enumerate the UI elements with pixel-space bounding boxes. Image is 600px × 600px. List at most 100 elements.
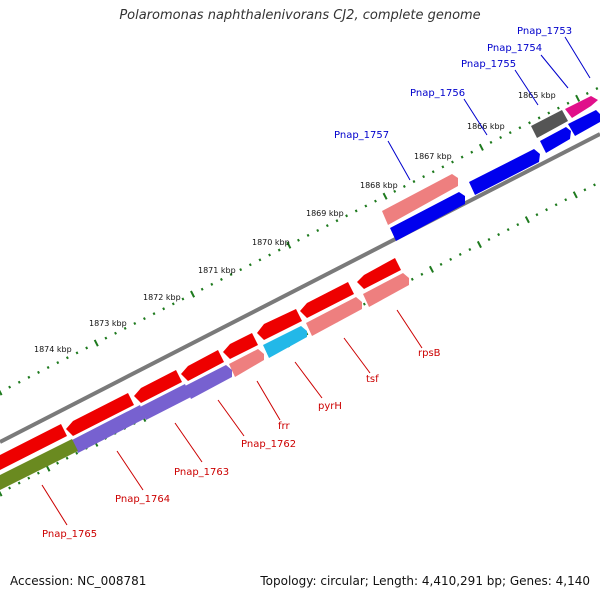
minor-tick — [325, 224, 329, 228]
gene-feature[interactable] — [390, 192, 465, 241]
gene-feature[interactable] — [363, 273, 409, 307]
gene-feature[interactable] — [229, 349, 264, 377]
minor-tick — [133, 321, 137, 326]
minor-tick — [123, 326, 127, 330]
gene-feature[interactable] — [357, 258, 401, 289]
minor-tick — [470, 150, 474, 154]
gene-feature[interactable] — [469, 149, 540, 195]
minor-tick — [17, 481, 21, 485]
minor-tick — [36, 471, 40, 475]
gene-label: Pnap_1753 — [517, 26, 572, 37]
callout-line — [343, 337, 371, 374]
minor-tick — [528, 121, 531, 125]
callout-line — [217, 399, 245, 437]
callout-line — [540, 54, 569, 89]
kbp-label: 1871 kbp — [198, 266, 236, 275]
minor-tick — [593, 183, 596, 187]
minor-tick — [518, 126, 522, 130]
minor-tick — [27, 476, 31, 480]
gene-feature[interactable] — [568, 110, 600, 136]
minor-tick — [56, 361, 60, 365]
minor-tick — [489, 140, 493, 144]
minor-tick — [75, 451, 79, 455]
callout-line — [387, 140, 411, 181]
gene-label: Pnap_1754 — [487, 43, 542, 54]
gene-label: Pnap_1763 — [174, 467, 229, 478]
major-tick — [382, 192, 388, 200]
minor-tick — [595, 87, 599, 91]
minor-tick — [497, 233, 501, 237]
minor-tick — [239, 268, 243, 272]
gene-label: Pnap_1757 — [334, 130, 389, 141]
minor-tick — [451, 160, 454, 164]
gene-feature[interactable] — [134, 370, 182, 403]
minor-tick — [104, 336, 108, 340]
minor-tick — [17, 380, 21, 384]
gene-feature[interactable] — [300, 282, 354, 318]
minor-tick — [181, 297, 185, 301]
major-tick — [478, 143, 484, 151]
gene-feature[interactable] — [382, 174, 458, 225]
minor-tick — [277, 248, 281, 252]
gene-label: Pnap_1755 — [461, 59, 516, 70]
minor-tick — [46, 366, 50, 370]
major-tick — [575, 94, 581, 102]
gene-feature[interactable] — [306, 297, 362, 336]
gene-feature[interactable] — [181, 350, 224, 381]
minor-tick — [487, 238, 491, 242]
minor-tick — [229, 273, 233, 277]
minor-tick — [210, 282, 214, 286]
minor-tick — [306, 233, 310, 237]
minor-tick — [8, 486, 12, 490]
gene-label: Pnap_1764 — [115, 494, 170, 505]
gene-feature[interactable] — [223, 333, 258, 359]
genome-backbone — [0, 132, 600, 444]
outer-tick-track — [0, 87, 599, 396]
minor-tick — [439, 262, 443, 266]
gene-feature[interactable] — [263, 326, 307, 358]
gene-feature[interactable] — [66, 393, 134, 436]
minor-tick — [65, 356, 69, 360]
minor-tick — [420, 272, 424, 276]
minor-tick — [297, 238, 300, 242]
minor-tick — [345, 214, 349, 218]
gene-feature[interactable] — [565, 96, 598, 118]
major-tick — [93, 339, 99, 347]
minor-tick — [506, 228, 510, 232]
gene-feature[interactable] — [0, 439, 78, 490]
gene-feature[interactable] — [540, 127, 571, 153]
minor-tick — [152, 312, 156, 316]
major-tick — [0, 490, 3, 497]
minor-tick — [583, 188, 587, 192]
minor-tick — [566, 101, 570, 105]
kbp-label: 1870 kbp — [252, 238, 290, 247]
kbp-label: 1873 kbp — [89, 319, 127, 328]
kbp-label: 1865 kbp — [518, 91, 556, 100]
callout-line — [256, 380, 281, 421]
major-tick — [428, 265, 434, 273]
minor-tick — [422, 175, 426, 179]
accession-text: Accession: NC_008781 — [10, 574, 147, 588]
minor-tick — [508, 131, 512, 135]
gene-feature[interactable] — [185, 365, 232, 399]
minor-tick — [200, 287, 204, 291]
kbp-label: 1874 kbp — [34, 345, 72, 354]
minor-tick — [85, 346, 89, 350]
kbp-label: 1867 kbp — [414, 152, 452, 161]
gene-feature[interactable] — [140, 384, 191, 420]
minor-tick — [449, 257, 453, 261]
gene-label: tsf — [366, 374, 379, 385]
gene-label: frr — [278, 421, 290, 432]
callout-line — [174, 422, 203, 463]
gene-feature[interactable] — [72, 405, 146, 453]
gene-feature[interactable] — [531, 110, 568, 138]
major-tick — [286, 241, 292, 249]
gene-feature[interactable] — [0, 424, 67, 470]
minor-tick — [402, 184, 406, 188]
minor-tick — [412, 180, 416, 184]
minor-tick — [219, 277, 223, 281]
gene-label: Pnap_1756 — [410, 88, 465, 99]
major-tick — [476, 240, 482, 249]
minor-tick — [458, 252, 462, 256]
gene-feature[interactable] — [257, 309, 302, 340]
